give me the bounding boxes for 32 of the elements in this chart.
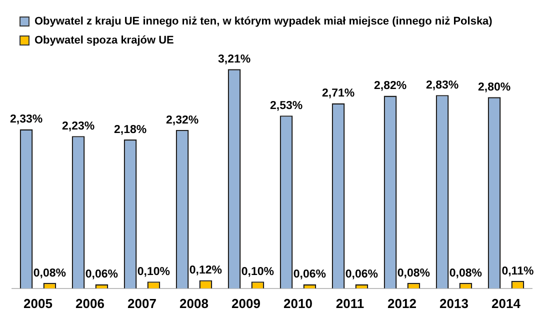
data-label: 0,10% [241, 266, 274, 278]
data-label: 2,18% [114, 124, 147, 136]
x-tick-label: 2009 [232, 296, 260, 311]
x-tick-label: 2014 [492, 296, 522, 311]
x-tick-label: 2007 [128, 296, 156, 311]
data-label: 0,08% [397, 267, 430, 280]
x-tick-label: 2012 [388, 296, 416, 311]
data-label: 2,23% [62, 120, 95, 133]
data-label: 0,11% [502, 265, 534, 278]
data-label: 2,83% [426, 80, 459, 92]
x-tick-label: 2011 [336, 296, 364, 311]
data-label: 2,32% [166, 114, 199, 126]
data-label: 2,33% [10, 114, 43, 126]
legend-label: Obywatel spoza krajów UE [34, 34, 174, 47]
data-label: 2,80% [478, 82, 511, 94]
x-tick-label: 2005 [24, 296, 52, 311]
x-tick-label: 2013 [440, 296, 468, 311]
data-label: 3,21% [218, 54, 251, 66]
data-label: 0,08% [33, 267, 66, 280]
data-label: 0,06% [345, 268, 378, 281]
legend-label: Obywatel z kraju UE innego niż ten, w którym wypadek miał miejsce (innego niż Polska) [34, 16, 493, 28]
x-tick-label: 2010 [284, 296, 312, 311]
data-label: 0,06% [293, 268, 326, 281]
x-tick-label: 2006 [76, 296, 104, 311]
data-label: 2,53% [270, 100, 303, 112]
data-label: 0,08% [449, 267, 482, 280]
data-label: 2,71% [322, 88, 355, 100]
x-tick-label: 2008 [180, 296, 208, 311]
data-label: 0,12% [189, 264, 222, 277]
data-label: 0,06% [85, 268, 118, 281]
data-label: 2,82% [374, 80, 407, 92]
data-label: 0,10% [137, 266, 170, 278]
